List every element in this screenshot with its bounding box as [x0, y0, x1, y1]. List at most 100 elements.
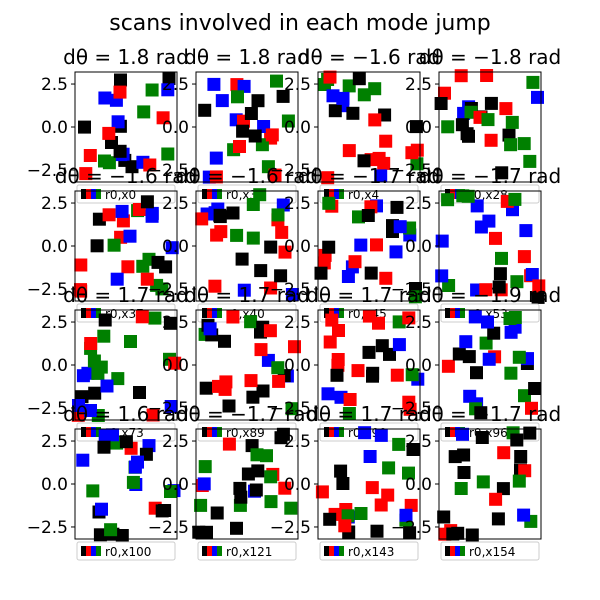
y-tick-label: 2.5	[162, 432, 189, 452]
scatter-point	[492, 280, 506, 294]
scatter-point	[197, 477, 211, 491]
legend-swatch	[334, 427, 339, 437]
scatter-point	[405, 368, 419, 382]
scatter-point	[402, 311, 416, 325]
scatter-point	[362, 345, 376, 359]
scatter-point	[435, 269, 449, 283]
scatter-point	[377, 156, 391, 170]
scatter-point	[479, 283, 493, 297]
legend-swatch	[324, 308, 329, 318]
scatter-point	[84, 404, 97, 417]
scatter-point	[140, 272, 154, 286]
legend-swatch	[339, 308, 344, 318]
scatter-point	[233, 140, 246, 153]
legend: r0,x89	[197, 422, 297, 442]
legend-swatch	[445, 427, 450, 437]
scatter-point	[145, 83, 159, 97]
scatter-point	[284, 501, 298, 515]
scatter-point	[525, 401, 538, 415]
scatter-point	[91, 366, 105, 380]
scatter-point	[465, 528, 479, 542]
scatter-point	[497, 446, 511, 460]
legend-swatch	[86, 427, 91, 437]
y-tick-label: −2.5	[270, 518, 311, 538]
legend-frame	[319, 541, 419, 561]
legend-swatch	[202, 546, 207, 556]
scatter-point	[487, 326, 501, 340]
scatter-point	[161, 83, 175, 97]
legend-swatch	[81, 427, 86, 437]
scatter-markers	[434, 69, 544, 180]
scatter-point	[315, 485, 329, 499]
scatter-point	[454, 482, 468, 495]
scatter-point	[126, 475, 140, 489]
scatter-point	[215, 94, 229, 108]
scatter-point	[265, 128, 279, 142]
y-tick-label: −2.5	[27, 161, 68, 181]
legend-swatch	[207, 308, 212, 318]
scatter-point	[495, 251, 508, 265]
subplot-title: dθ = −1.7 rad	[419, 402, 562, 426]
subplot-title: dθ = −1.7 rad	[419, 164, 562, 188]
scatter-point	[476, 475, 490, 489]
scatter-point	[326, 89, 340, 103]
scatter-point	[354, 238, 368, 252]
legend-swatch	[91, 427, 96, 437]
scatter-point	[209, 170, 223, 184]
legend-swatch	[96, 546, 101, 556]
scatter-point	[455, 118, 469, 132]
scatter-point	[231, 90, 244, 104]
scatter-point	[131, 455, 144, 469]
scatter-point	[495, 166, 509, 180]
legend-swatch	[202, 308, 207, 318]
legend-swatch	[450, 308, 455, 318]
scatter-markers	[441, 310, 542, 420]
scatter-point	[358, 426, 372, 440]
scatter-point	[195, 212, 209, 226]
scatter-point	[508, 192, 522, 206]
scatter-point	[314, 266, 328, 280]
y-tick-label: −2.5	[391, 280, 432, 300]
scatter-point	[392, 338, 406, 352]
legend-frame	[76, 541, 176, 561]
subplot-title: dθ = −1.7 rad	[176, 402, 319, 426]
scatter-point	[250, 448, 264, 462]
scatter-point	[382, 461, 396, 475]
scatter-point	[361, 209, 375, 222]
scatter-point	[97, 440, 111, 454]
scatter-point	[328, 104, 342, 118]
scatter-point	[133, 386, 146, 399]
scatter-point	[78, 120, 91, 134]
scatter-point	[470, 366, 483, 380]
scatter-point	[510, 433, 524, 447]
scatter-point	[95, 502, 108, 516]
scatter-point	[135, 310, 149, 324]
legend-swatch	[334, 546, 339, 556]
y-tick-label: −2.5	[391, 161, 432, 181]
scatter-point	[462, 350, 476, 364]
legend-swatch	[217, 189, 222, 199]
scatter-point	[210, 506, 224, 520]
scatter-markers	[321, 309, 425, 420]
legend-swatch	[324, 427, 329, 437]
scatter-point	[525, 268, 539, 281]
scatter-point	[285, 402, 299, 416]
scatter-point	[84, 337, 98, 350]
legend-label: r0,x143	[348, 545, 394, 559]
legend-swatch	[81, 308, 86, 318]
scatter-point	[278, 245, 292, 259]
scatter-point	[244, 315, 258, 329]
scatter-point	[124, 335, 137, 348]
legend-swatch	[202, 427, 207, 437]
scatter-point	[374, 428, 388, 442]
legend-swatch	[202, 189, 207, 199]
scatter-point	[379, 134, 393, 148]
legend-swatch	[81, 189, 86, 199]
scatter-point	[528, 382, 542, 395]
subplot-title: dθ = 1.7 rad	[306, 283, 432, 307]
scatter-point	[370, 524, 384, 538]
scatter-point	[448, 450, 462, 464]
scatter-point	[325, 313, 339, 327]
y-tick-label: −2.5	[148, 399, 189, 419]
scatter-point	[111, 115, 125, 129]
